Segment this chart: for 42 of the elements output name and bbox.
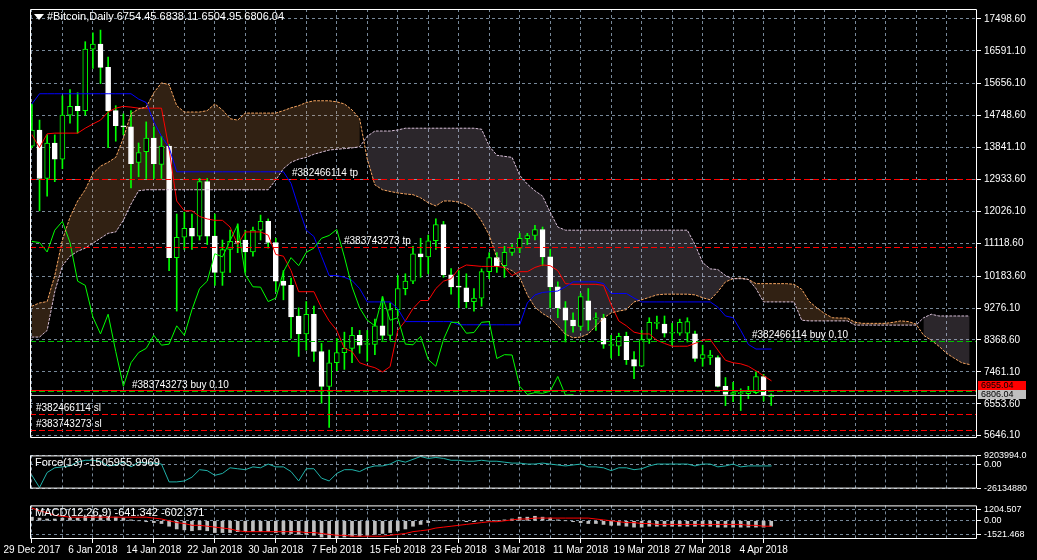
y-tick-label: 6553.60	[984, 397, 1021, 409]
x-tick-label: 27 Mar 2018	[674, 543, 732, 555]
y-tick-label: 12933.60	[984, 173, 1027, 185]
x-tick-label: 23 Feb 2018	[430, 543, 488, 555]
y-tick-label: 9276.10	[984, 301, 1021, 313]
y-tick-label: 7461.10	[984, 365, 1021, 377]
y-tick-label: 10183.60	[984, 269, 1027, 281]
y-tick-label: 9203994.0	[984, 449, 1027, 460]
y-tick-label: 16591.10	[984, 44, 1027, 56]
ref-line-label: #383743273 buy 0.10	[132, 378, 230, 390]
y-tick-label: 13841.10	[984, 141, 1027, 153]
ref-line-label: #382466114 buy 0.10	[752, 328, 849, 340]
y-tick-label: 0.00	[984, 458, 1002, 469]
x-tick-label: 15 Feb 2018	[369, 543, 427, 555]
y-tick-label: 11118.60	[984, 236, 1024, 248]
x-tick-label: 14 Jan 2018	[126, 543, 182, 555]
ref-line-label: 6955.04	[981, 380, 1014, 391]
ref-line-label: #382466114 sl	[36, 401, 101, 413]
y-tick-label: 5646.10	[984, 429, 1021, 441]
ref-line-label: 6806.04	[981, 389, 1014, 400]
y-tick-label: -26134880	[984, 483, 1028, 494]
y-tick-label: 0.00	[984, 515, 1002, 526]
x-tick-label: 4 Apr 2018	[739, 543, 789, 555]
ref-line-label: #382466114 tp	[292, 166, 359, 178]
y-tick-label: 8368.60	[984, 333, 1021, 345]
x-tick-label: 22 Jan 2018	[187, 543, 243, 555]
chart-title: #Bitcoin,Daily 6754.45 6838.11 6504.95 6806.04	[47, 9, 285, 22]
y-tick-label: 12026.10	[984, 205, 1027, 217]
ref-line-label: #383743273 tp	[344, 234, 412, 246]
y-tick-label: -1521.468	[984, 529, 1025, 540]
x-tick-label: 6 Jan 2018	[68, 543, 119, 555]
x-tick-label: 7 Feb 2018	[311, 543, 363, 555]
x-tick-label: 29 Dec 2017	[3, 543, 61, 555]
x-tick-label: 30 Jan 2018	[248, 543, 304, 555]
y-tick-label: 17498.60	[984, 12, 1027, 24]
x-tick-label: 11 Mar 2018	[552, 543, 609, 555]
y-tick-label: 1204.507	[984, 504, 1022, 515]
x-tick-label: 3 Mar 2018	[494, 543, 546, 555]
y-tick-label: 15656.10	[984, 77, 1027, 89]
y-tick-label: 14748.60	[984, 109, 1027, 121]
ref-line-label: #383743273 sl	[36, 417, 102, 429]
x-tick-label: 19 Mar 2018	[613, 543, 671, 555]
